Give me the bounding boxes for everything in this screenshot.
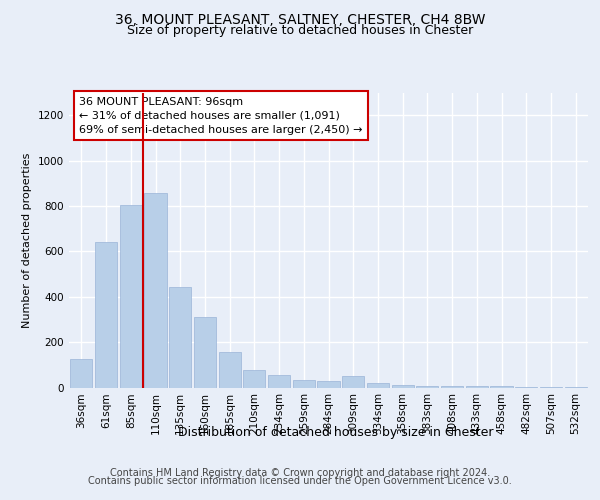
Text: Contains public sector information licensed under the Open Government Licence v3: Contains public sector information licen… bbox=[88, 476, 512, 486]
Bar bbox=[119, 205, 142, 388]
Text: Distribution of detached houses by size in Chester: Distribution of detached houses by size … bbox=[178, 426, 494, 439]
Bar bbox=[466, 386, 488, 388]
Bar bbox=[367, 383, 389, 388]
Bar bbox=[416, 386, 439, 388]
Bar bbox=[218, 352, 241, 388]
Text: 36, MOUNT PLEASANT, SALTNEY, CHESTER, CH4 8BW: 36, MOUNT PLEASANT, SALTNEY, CHESTER, CH… bbox=[115, 12, 485, 26]
Bar bbox=[95, 242, 117, 388]
Bar bbox=[293, 380, 315, 388]
Text: Size of property relative to detached houses in Chester: Size of property relative to detached ho… bbox=[127, 24, 473, 37]
Y-axis label: Number of detached properties: Number of detached properties bbox=[22, 152, 32, 328]
Bar bbox=[392, 385, 414, 388]
Bar bbox=[169, 286, 191, 388]
Bar bbox=[268, 375, 290, 388]
Bar bbox=[441, 386, 463, 388]
Bar bbox=[342, 376, 364, 388]
Bar bbox=[243, 370, 265, 388]
Bar bbox=[70, 359, 92, 388]
Bar bbox=[194, 317, 216, 388]
Text: 36 MOUNT PLEASANT: 96sqm
← 31% of detached houses are smaller (1,091)
69% of sem: 36 MOUNT PLEASANT: 96sqm ← 31% of detach… bbox=[79, 97, 363, 135]
Bar bbox=[145, 194, 167, 388]
Text: Contains HM Land Registry data © Crown copyright and database right 2024.: Contains HM Land Registry data © Crown c… bbox=[110, 468, 490, 477]
Bar bbox=[317, 380, 340, 388]
Bar bbox=[490, 386, 512, 388]
